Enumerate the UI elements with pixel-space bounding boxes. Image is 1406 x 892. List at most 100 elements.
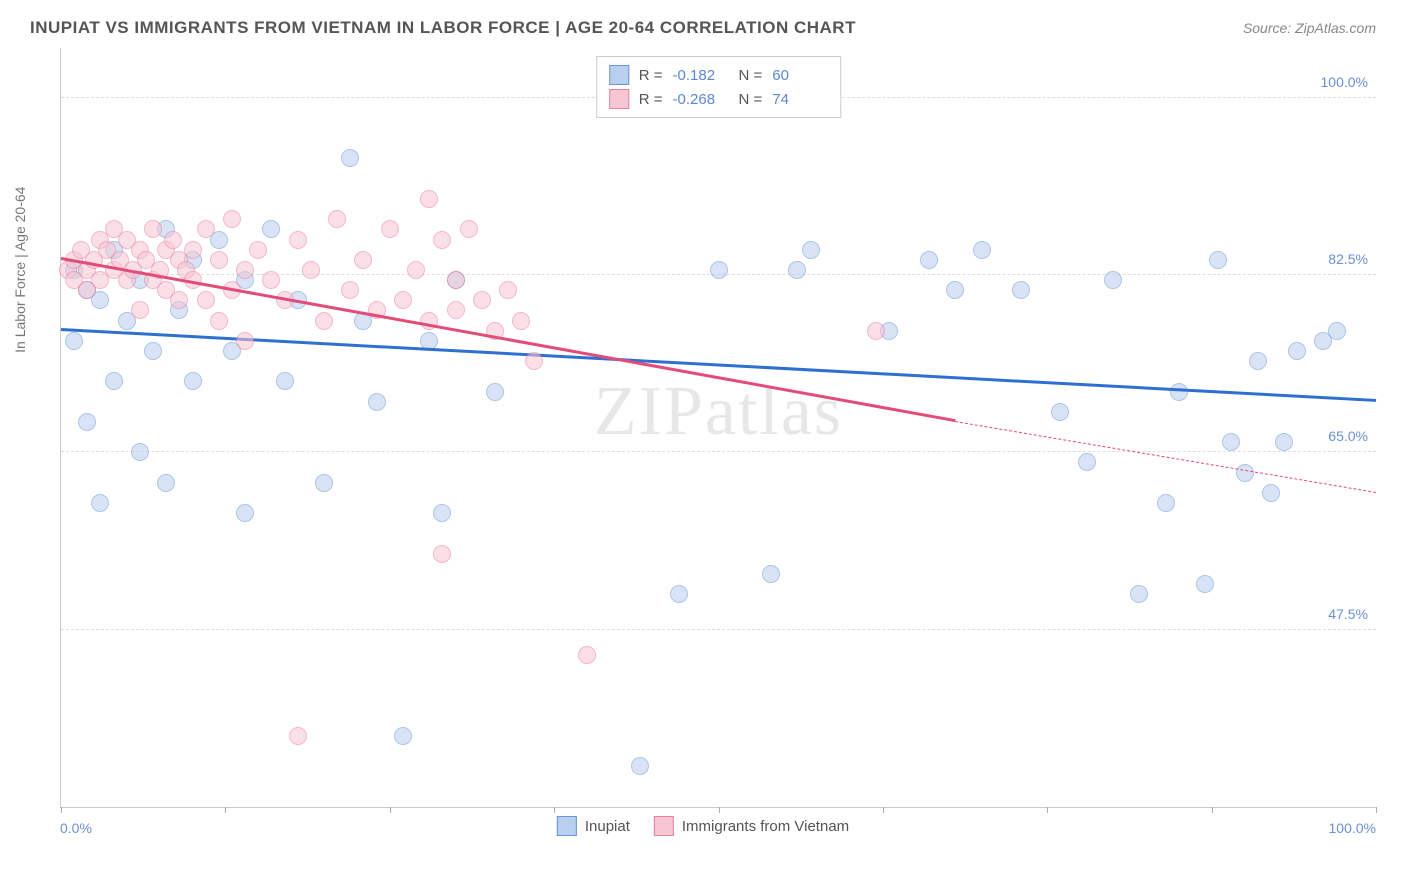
- data-point: [197, 220, 215, 238]
- data-point: [447, 271, 465, 289]
- data-point: [1236, 464, 1254, 482]
- legend-swatch: [609, 65, 629, 85]
- stats-legend: R =-0.182N =60R =-0.268N =74: [596, 56, 842, 118]
- stats-legend-row: R =-0.268N =74: [609, 87, 829, 111]
- data-point: [920, 251, 938, 269]
- data-point: [1209, 251, 1227, 269]
- series-legend: Inupiat Immigrants from Vietnam: [557, 816, 849, 836]
- legend-label: Inupiat: [585, 818, 630, 835]
- data-point: [578, 646, 596, 664]
- data-point: [105, 372, 123, 390]
- data-point: [499, 281, 517, 299]
- data-point: [262, 271, 280, 289]
- x-tick: [390, 807, 391, 813]
- x-tick: [1047, 807, 1048, 813]
- data-point: [249, 241, 267, 259]
- data-point: [144, 220, 162, 238]
- x-tick: [883, 807, 884, 813]
- gridline: [61, 451, 1376, 452]
- data-point: [460, 220, 478, 238]
- legend-item: Immigrants from Vietnam: [654, 816, 849, 836]
- y-axis-label: In Labor Force | Age 20-64: [12, 187, 28, 353]
- chart-container: In Labor Force | Age 20-64 ZIPatlas R =-…: [30, 48, 1376, 808]
- data-point: [1262, 484, 1280, 502]
- data-point: [341, 281, 359, 299]
- data-point: [236, 332, 254, 350]
- data-point: [631, 757, 649, 775]
- watermark: ZIPatlas: [594, 372, 843, 452]
- data-point: [78, 413, 96, 431]
- legend-item: Inupiat: [557, 816, 630, 836]
- data-point: [236, 504, 254, 522]
- chart-title: INUPIAT VS IMMIGRANTS FROM VIETNAM IN LA…: [30, 18, 856, 38]
- data-point: [289, 727, 307, 745]
- data-point: [197, 291, 215, 309]
- data-point: [433, 504, 451, 522]
- r-label: R =: [639, 67, 663, 84]
- legend-swatch: [609, 89, 629, 109]
- data-point: [236, 261, 254, 279]
- data-point: [381, 220, 399, 238]
- legend-swatch: [557, 816, 577, 836]
- data-point: [1275, 433, 1293, 451]
- data-point: [407, 261, 425, 279]
- data-point: [1157, 494, 1175, 512]
- data-point: [420, 190, 438, 208]
- data-point: [1051, 403, 1069, 421]
- data-point: [1130, 585, 1148, 603]
- data-point: [184, 241, 202, 259]
- x-axis-min: 0.0%: [60, 820, 92, 836]
- x-tick: [1376, 807, 1377, 813]
- stats-legend-row: R = -0.182 N = 60: [609, 63, 829, 87]
- data-point: [433, 231, 451, 249]
- y-tick-label: 47.5%: [1328, 606, 1368, 622]
- data-point: [210, 251, 228, 269]
- data-point: [315, 474, 333, 492]
- data-point: [762, 565, 780, 583]
- data-point: [1328, 322, 1346, 340]
- gridline: [61, 629, 1376, 630]
- source-label: Source: ZipAtlas.com: [1243, 20, 1376, 36]
- data-point: [157, 474, 175, 492]
- data-point: [302, 261, 320, 279]
- r-label: R =: [639, 91, 663, 108]
- data-point: [525, 352, 543, 370]
- data-point: [710, 261, 728, 279]
- data-point: [788, 261, 806, 279]
- r-value: -0.182: [673, 67, 729, 84]
- n-label: N =: [739, 67, 763, 84]
- data-point: [164, 231, 182, 249]
- data-point: [289, 231, 307, 249]
- data-point: [512, 312, 530, 330]
- data-point: [91, 494, 109, 512]
- x-tick: [61, 807, 62, 813]
- n-label: N =: [739, 91, 763, 108]
- data-point: [354, 251, 372, 269]
- x-tick: [554, 807, 555, 813]
- data-point: [1222, 433, 1240, 451]
- legend-label: Immigrants from Vietnam: [682, 818, 849, 835]
- data-point: [328, 210, 346, 228]
- data-point: [1196, 575, 1214, 593]
- data-point: [210, 312, 228, 330]
- data-point: [394, 291, 412, 309]
- n-value: 60: [772, 67, 828, 84]
- data-point: [394, 727, 412, 745]
- y-tick-label: 65.0%: [1328, 428, 1368, 444]
- n-value: 74: [772, 91, 828, 108]
- x-tick: [719, 807, 720, 813]
- plot-area: ZIPatlas R =-0.182N =60R =-0.268N =74 47…: [60, 48, 1376, 808]
- data-point: [131, 443, 149, 461]
- x-axis-max: 100.0%: [1329, 820, 1376, 836]
- data-point: [223, 210, 241, 228]
- data-point: [144, 342, 162, 360]
- data-point: [368, 393, 386, 411]
- data-point: [973, 241, 991, 259]
- data-point: [946, 281, 964, 299]
- data-point: [867, 322, 885, 340]
- data-point: [315, 312, 333, 330]
- data-point: [262, 220, 280, 238]
- data-point: [1012, 281, 1030, 299]
- data-point: [447, 301, 465, 319]
- data-point: [473, 291, 491, 309]
